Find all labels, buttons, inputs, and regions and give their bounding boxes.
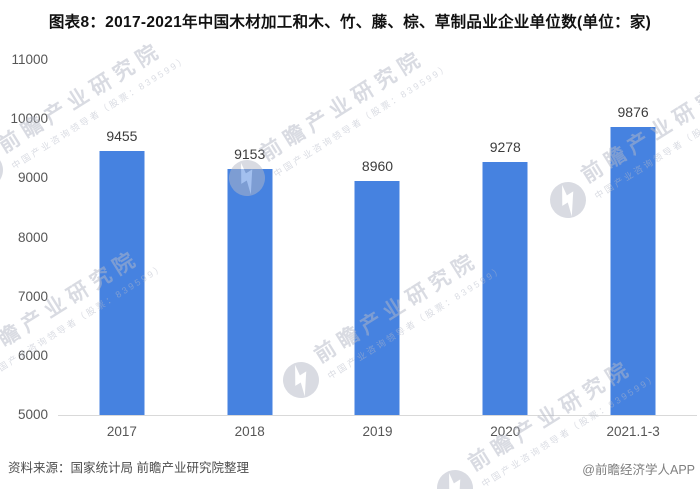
chart-title: 图表8：2017-2021年中国木材加工和木、竹、藤、棕、草制品业企业单位数(单… xyxy=(48,14,652,31)
source-note: 资料来源：国家统计局 前瞻产业研究院整理 xyxy=(8,461,249,475)
bar-slot: 8960 2019 xyxy=(314,60,442,439)
x-axis-label: 2018 xyxy=(234,424,265,439)
bar-value-label: 9876 xyxy=(617,103,649,120)
qianzhan-logo-icon xyxy=(437,470,473,489)
y-axis-tick-label: 7000 xyxy=(17,288,48,304)
bar xyxy=(482,161,528,415)
bar-value-label: 9455 xyxy=(106,128,138,145)
y-axis-tick-label: 6000 xyxy=(17,347,48,363)
x-axis-label: 2017 xyxy=(106,424,137,439)
y-axis-tick-label: 8000 xyxy=(17,229,48,245)
bar-slot: 9278 2020 xyxy=(441,60,569,439)
y-axis-tick-label: 9000 xyxy=(17,170,48,186)
y-axis-tick-label: 5000 xyxy=(17,407,48,422)
bar xyxy=(610,126,656,415)
bar xyxy=(99,151,145,415)
x-axis-label: 2020 xyxy=(490,424,521,439)
y-axis-tick-label: 11000 xyxy=(11,52,48,67)
bar xyxy=(354,180,400,415)
y-axis-tick-label: 10000 xyxy=(10,111,48,127)
qianzhan-logo-icon xyxy=(0,152,3,188)
bar-value-label: 9153 xyxy=(234,146,266,163)
bar-slot: 9153 2018 xyxy=(186,60,314,439)
bar-value-label: 9278 xyxy=(489,138,521,155)
x-axis-label: 2019 xyxy=(362,424,393,439)
x-axis-label: 2021.1-3 xyxy=(606,424,660,439)
bar xyxy=(227,169,273,415)
bar-value-label: 8960 xyxy=(361,157,394,174)
bar-slot: 9455 2017 xyxy=(58,60,186,439)
bar-slot: 9876 2021.1-3 xyxy=(569,60,697,439)
credit-note: @前瞻经济学人APP xyxy=(582,463,695,477)
plot-area: 9455 2017 9153 2018 8960 2019 9278 2020 9876 2021… xyxy=(58,60,697,439)
